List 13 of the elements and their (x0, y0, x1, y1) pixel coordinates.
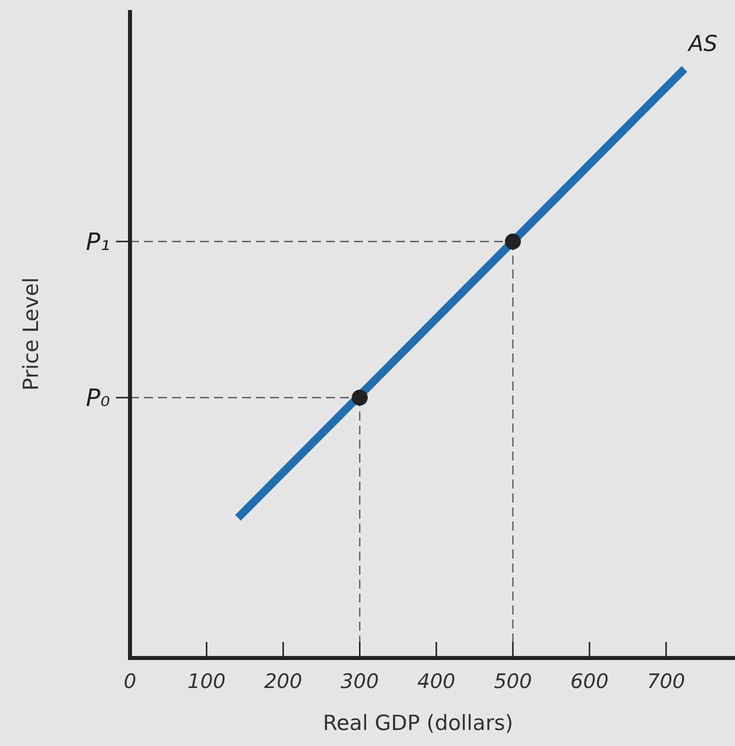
ref-line-label: P₁ (86, 228, 110, 256)
y-axis-title: Price Level (19, 277, 43, 391)
x-tick-label: 700 (646, 669, 686, 693)
x-tick-label: 100 (187, 669, 226, 693)
x-tick-label: 500 (494, 669, 532, 693)
x-tick-label: 200 (264, 669, 302, 693)
series-label: AS (686, 32, 718, 57)
x-tick-label: 0 (124, 669, 136, 693)
x-tick-label: 400 (417, 669, 456, 693)
ref-line-label: P₀ (86, 384, 110, 412)
x-axis-title: Real GDP (dollars) (322, 711, 514, 735)
x-tick-label: 300 (340, 669, 379, 693)
x-tick-label: 600 (570, 669, 609, 693)
